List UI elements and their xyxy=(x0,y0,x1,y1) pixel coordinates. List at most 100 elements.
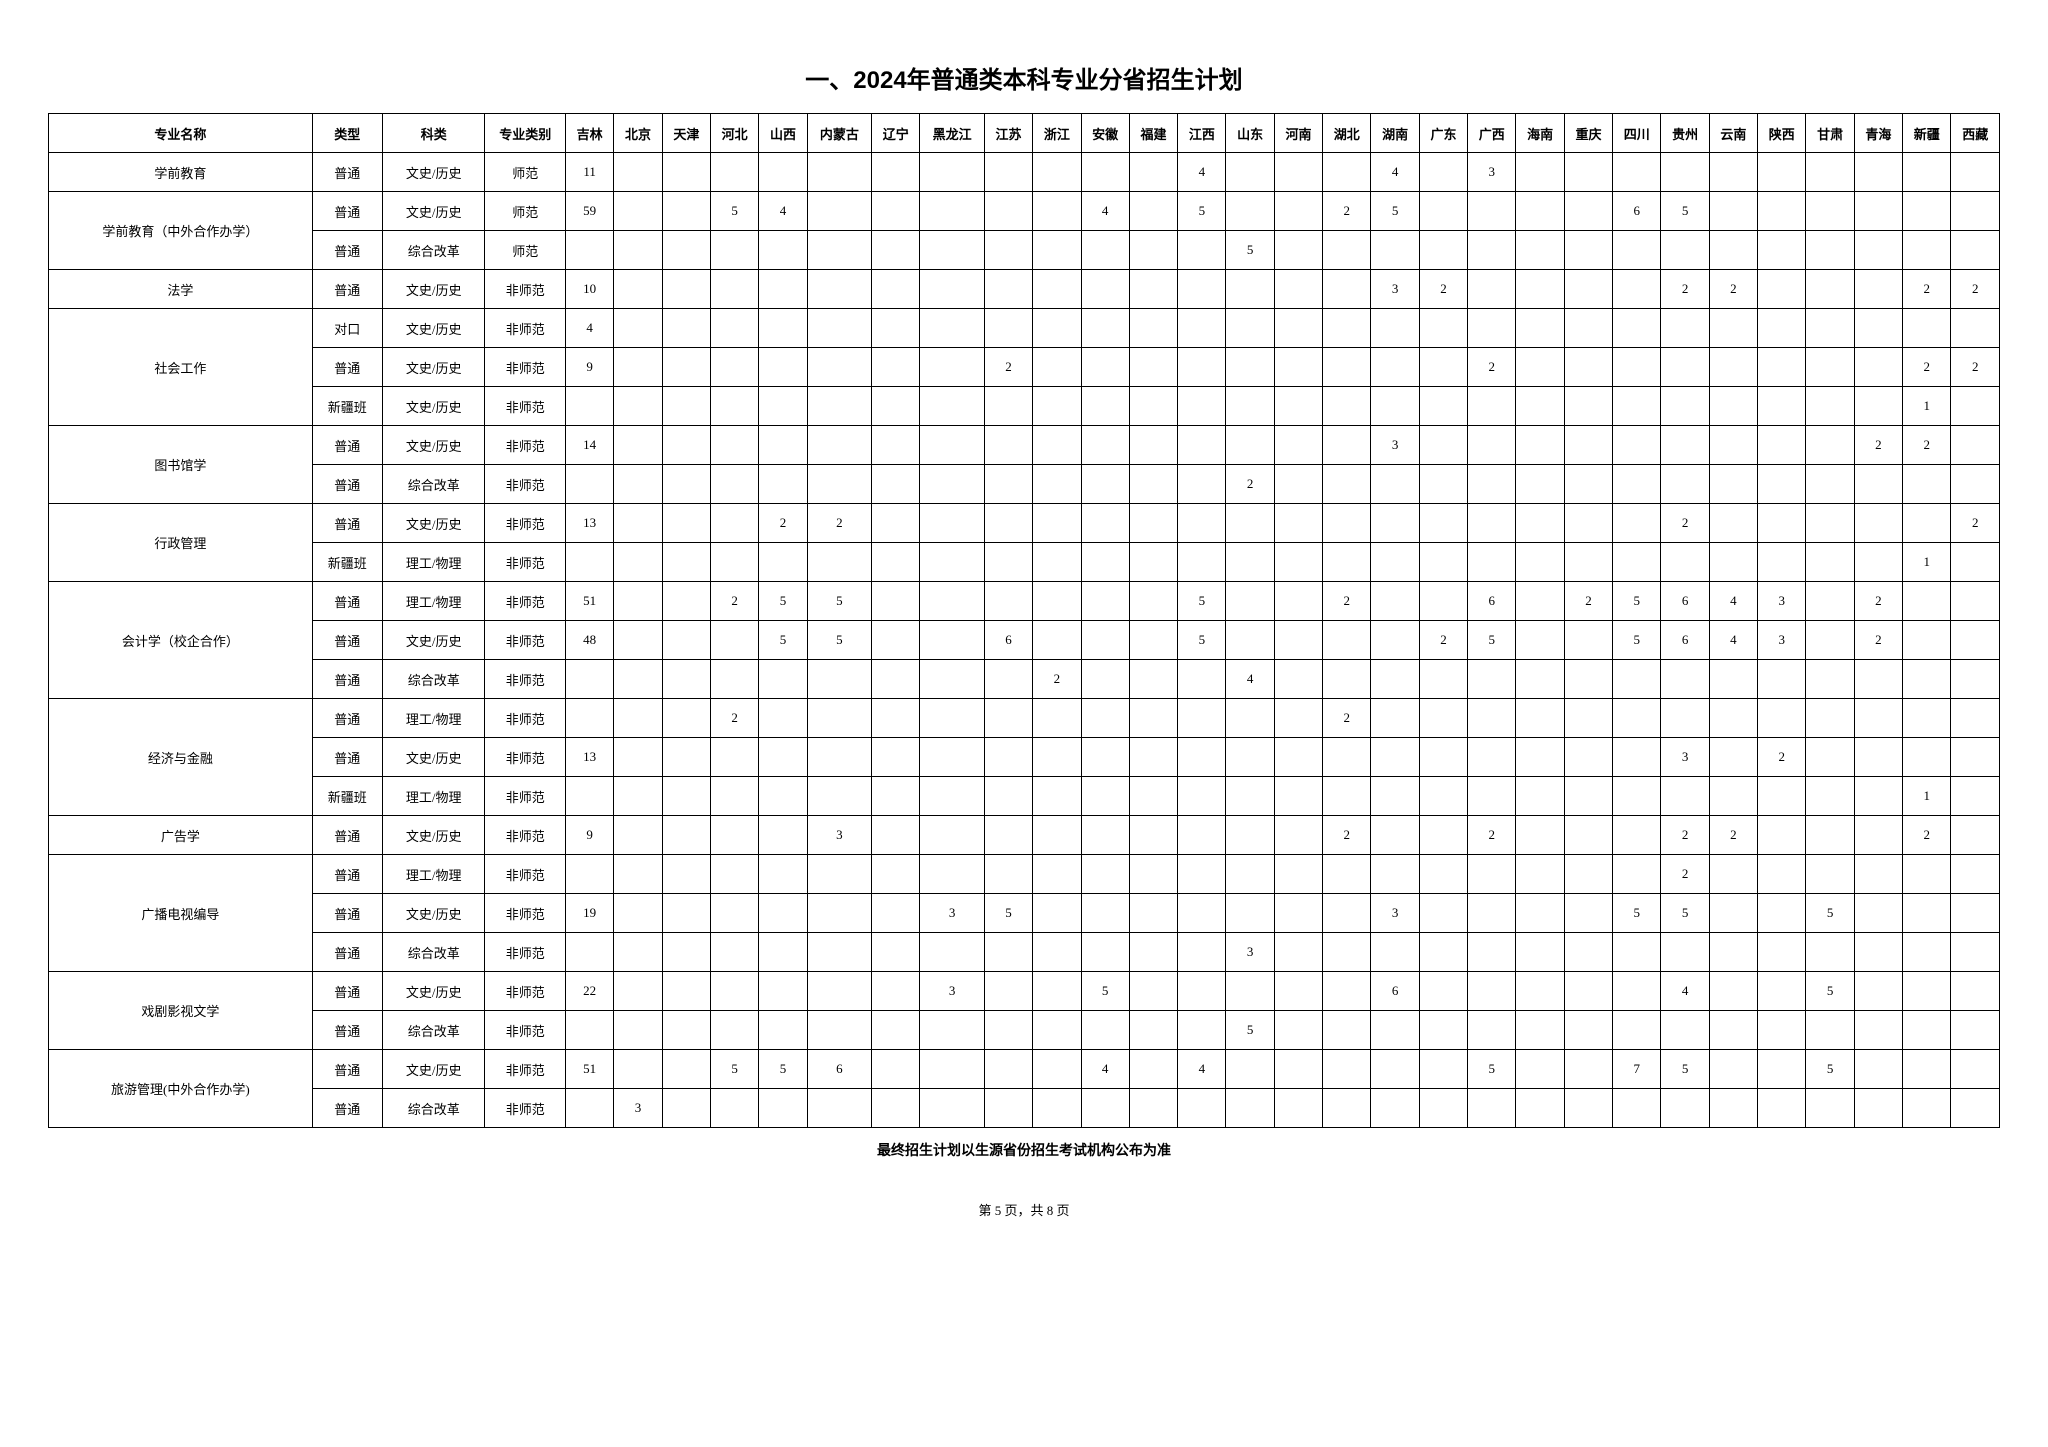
value-cell xyxy=(1371,582,1419,621)
value-cell xyxy=(1854,231,1902,270)
value-cell xyxy=(1274,270,1322,309)
table-row: 普通综合改革非师范2 xyxy=(49,465,2000,504)
value-cell: 5 xyxy=(984,894,1032,933)
value-cell xyxy=(807,660,871,699)
type-cell: 普通 xyxy=(312,972,382,1011)
value-cell xyxy=(1564,660,1612,699)
value-cell xyxy=(1129,270,1177,309)
value-cell xyxy=(1081,816,1129,855)
value-cell xyxy=(1951,231,2000,270)
value-cell xyxy=(920,933,984,972)
value-cell xyxy=(1854,816,1902,855)
value-cell xyxy=(1806,270,1854,309)
value-cell xyxy=(1516,1011,1564,1050)
category-cell: 非师范 xyxy=(485,426,566,465)
footer-note: 最终招生计划以生源省份招生考试机构公布为准 xyxy=(48,1140,2000,1160)
value-cell: 6 xyxy=(1468,582,1516,621)
value-cell xyxy=(710,738,758,777)
subject-cell: 理工/物理 xyxy=(382,582,485,621)
value-cell xyxy=(1419,777,1467,816)
value-cell xyxy=(1951,777,2000,816)
value-cell xyxy=(1613,309,1661,348)
value-cell xyxy=(1274,816,1322,855)
value-cell xyxy=(1081,660,1129,699)
type-cell: 普通 xyxy=(312,192,382,231)
table-row: 学前教育（中外合作办学）普通文史/历史师范5954452565 xyxy=(49,192,2000,231)
value-cell xyxy=(662,504,710,543)
value-cell xyxy=(807,855,871,894)
value-cell xyxy=(1564,777,1612,816)
value-cell xyxy=(1516,192,1564,231)
value-cell xyxy=(1129,348,1177,387)
value-cell xyxy=(710,270,758,309)
value-cell xyxy=(566,465,614,504)
value-cell xyxy=(1758,777,1806,816)
value-cell xyxy=(662,777,710,816)
value-cell: 2 xyxy=(710,699,758,738)
value-cell xyxy=(614,504,662,543)
value-cell xyxy=(566,933,614,972)
value-cell xyxy=(1516,231,1564,270)
value-cell: 2 xyxy=(1661,816,1709,855)
value-cell xyxy=(1129,543,1177,582)
value-cell xyxy=(1129,1050,1177,1089)
table-row: 戏剧影视文学普通文史/历史非师范2235645 xyxy=(49,972,2000,1011)
value-cell: 4 xyxy=(1371,153,1419,192)
value-cell xyxy=(872,192,920,231)
type-cell: 普通 xyxy=(312,153,382,192)
value-cell xyxy=(1371,465,1419,504)
value-cell xyxy=(1081,1011,1129,1050)
value-cell: 19 xyxy=(566,894,614,933)
col-prov-20: 重庆 xyxy=(1564,114,1612,153)
value-cell xyxy=(984,1050,1032,1089)
category-cell: 非师范 xyxy=(485,582,566,621)
value-cell xyxy=(614,777,662,816)
value-cell xyxy=(614,1011,662,1050)
value-cell xyxy=(1758,348,1806,387)
major-name-cell: 图书馆学 xyxy=(49,426,313,504)
value-cell xyxy=(984,933,1032,972)
value-cell xyxy=(1226,153,1274,192)
value-cell: 2 xyxy=(1661,855,1709,894)
value-cell xyxy=(662,348,710,387)
value-cell xyxy=(807,972,871,1011)
value-cell xyxy=(1854,153,1902,192)
major-name-cell: 旅游管理(中外合作办学) xyxy=(49,1050,313,1128)
major-name-cell: 法学 xyxy=(49,270,313,309)
value-cell xyxy=(1709,309,1757,348)
value-cell xyxy=(1274,777,1322,816)
value-cell: 2 xyxy=(1226,465,1274,504)
value-cell xyxy=(1226,1089,1274,1128)
value-cell xyxy=(1419,1089,1467,1128)
value-cell xyxy=(1081,309,1129,348)
page-number: 第 5 页，共 8 页 xyxy=(48,1200,2000,1219)
value-cell xyxy=(1129,855,1177,894)
table-row: 经济与金融普通理工/物理非师范22 xyxy=(49,699,2000,738)
value-cell xyxy=(1806,699,1854,738)
value-cell: 5 xyxy=(1226,231,1274,270)
value-cell xyxy=(1709,699,1757,738)
subject-cell: 文史/历史 xyxy=(382,894,485,933)
value-cell: 2 xyxy=(1323,699,1371,738)
value-cell xyxy=(1661,777,1709,816)
value-cell xyxy=(1903,894,1951,933)
value-cell xyxy=(1758,153,1806,192)
value-cell: 4 xyxy=(1709,582,1757,621)
value-cell xyxy=(1033,1050,1081,1089)
value-cell: 3 xyxy=(1371,426,1419,465)
value-cell xyxy=(614,465,662,504)
value-cell: 5 xyxy=(807,582,871,621)
value-cell xyxy=(1854,192,1902,231)
value-cell xyxy=(984,387,1032,426)
major-name-cell: 学前教育（中外合作办学） xyxy=(49,192,313,270)
value-cell: 3 xyxy=(920,894,984,933)
value-cell xyxy=(1323,1050,1371,1089)
value-cell xyxy=(1951,309,2000,348)
value-cell xyxy=(710,387,758,426)
value-cell xyxy=(872,426,920,465)
value-cell: 2 xyxy=(1709,816,1757,855)
value-cell xyxy=(1468,192,1516,231)
value-cell xyxy=(1854,660,1902,699)
value-cell xyxy=(920,270,984,309)
value-cell xyxy=(1806,738,1854,777)
